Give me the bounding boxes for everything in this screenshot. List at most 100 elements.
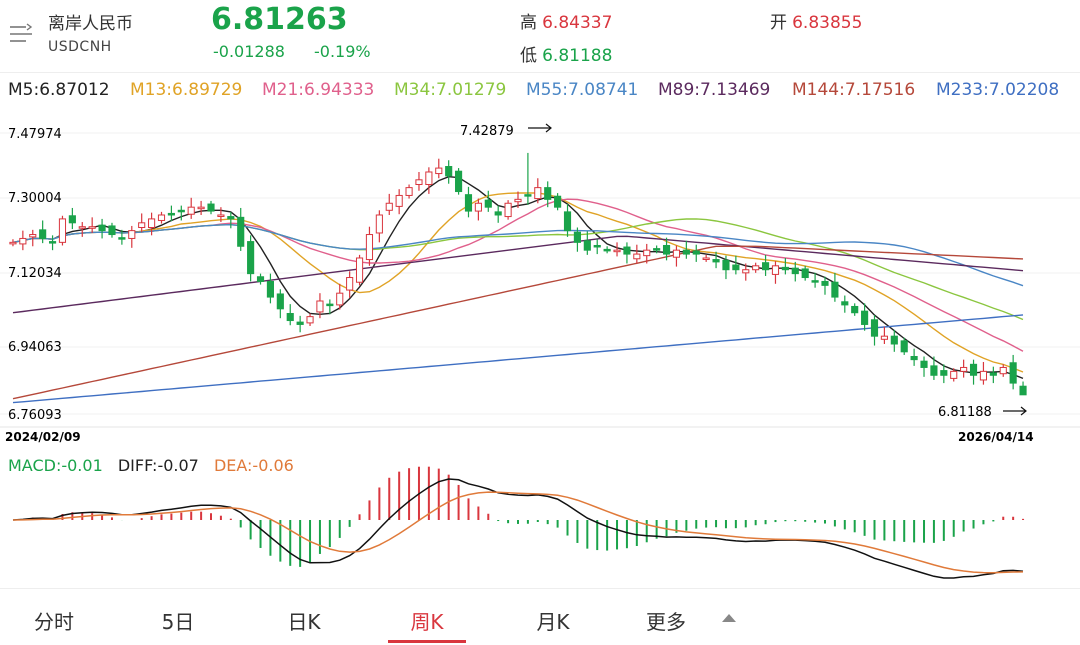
y-tick-label: 7.12034 [8,266,62,281]
candle-body [653,248,661,251]
candle-body [346,277,354,291]
candle-body [999,366,1007,375]
candle-body [48,241,57,244]
candle-body [752,265,760,271]
candle-body [960,366,968,372]
candle-body [791,267,799,275]
tab-5-day[interactable]: 5日 [161,610,195,634]
diff-value: DIFF:-0.07 [117,456,199,475]
candle-body [336,292,344,306]
candle-body [138,222,146,229]
candle-body [841,301,849,306]
y-tick-label: 6.76093 [8,408,62,423]
candle-body [989,372,997,376]
ma-label: M5:6.87012 [8,80,110,100]
candle-body [1009,362,1017,384]
tab-intraday[interactable]: 分时 [34,610,74,634]
tab-daily-k[interactable]: 日K [287,610,321,634]
candle-body [286,313,294,322]
candle-body [375,214,383,234]
moving-average-legend: M5:6.87012 M13:6.89729 M21:6.94333 M34:7… [0,80,1080,106]
candle-body [118,237,126,240]
candle-body [474,202,482,212]
ma-line-m144 [12,245,1024,400]
candle-body [781,266,789,271]
candle-body [187,206,195,215]
candle-body [940,370,948,376]
macd-chart[interactable] [0,452,1080,586]
candle-body [68,215,76,224]
candle-body [643,249,651,257]
candle-body [128,230,136,239]
candlestick-chart[interactable]: 7.47974 7.30004 7.12034 6.94063 6.76093 … [0,114,1080,444]
candle-body [494,211,502,216]
candle-body [563,211,572,232]
diff-line [12,478,1024,579]
candle-body [544,187,552,200]
candle-body [484,199,492,208]
candle-body [573,231,581,243]
candle-body [266,280,274,298]
open-value: 6.83855 [792,13,863,33]
high-annotation: 7.42879 [460,124,514,139]
ma-label: M34:7.01279 [394,80,507,100]
macd-legend: MACD:-0.01 DIFF:-0.07 DEA:-0.06 [8,456,304,475]
macd-value: MACD:-0.01 [8,456,103,475]
candle-body [1019,385,1027,396]
candle-body [554,195,562,208]
candle-body [623,246,631,255]
candle-body [861,310,869,325]
candle-body [425,171,433,186]
header-divider [0,72,1080,73]
arrow-right-icon [1003,406,1027,416]
price-change-percent: -0.19% [314,42,371,61]
candle-body [692,250,700,255]
candle-body [39,229,47,239]
ma-line-m89 [12,235,1024,314]
candle-body [157,214,166,221]
candle-body [831,281,839,298]
tabs-divider [0,588,1080,589]
ma-label: M144:7.17516 [792,80,916,100]
high-value: 6.84337 [542,13,613,33]
candle-body [662,244,671,255]
candle-body [464,194,473,212]
candle-body [355,257,364,283]
candle-body [385,202,393,211]
candle-body [742,269,750,274]
start-date-label: 2024/02/09 [5,430,81,444]
candle-body [603,248,611,252]
candle-body [732,264,740,271]
caret-up-icon[interactable] [722,614,736,622]
last-price: 6.81263 [211,2,348,37]
tab-monthly-k[interactable]: 月K [536,610,570,634]
candle-body [296,321,304,325]
candle-body [890,335,898,345]
ma-line-m55 [12,223,1024,287]
candle-body [88,226,96,229]
candle-body [851,305,859,314]
candle-body [821,280,829,286]
candle-body [9,241,17,245]
candle-body [583,240,591,251]
candle-body [633,253,641,260]
candle-body [900,340,908,353]
instrument-name: 离岸人民币 [48,14,133,34]
candle-body [722,259,730,271]
ma-label: M21:6.94333 [262,80,375,100]
tab-more[interactable]: 更多 [646,610,686,634]
period-tab-bar: 分时 5日 日K 周K 月K 更多 [0,592,1080,645]
candle-body [306,316,314,324]
open-stat: 开 6.83855 [770,8,862,33]
tab-weekly-k[interactable]: 周K [410,610,444,634]
candle-body [534,187,542,200]
dea-value: DEA:-0.06 [213,456,294,475]
dea-line [12,491,1024,574]
candle-body [771,265,780,275]
ma-label: M233:7.02208 [936,80,1060,100]
instrument-code: USDCNH [48,39,112,55]
y-tick-label: 7.30004 [8,191,62,206]
high-label: 高 [520,13,537,33]
quote-header: 离岸人民币 USDCNH 6.81263 -0.01288 -0.19% 高 6… [0,0,1080,72]
menu-lines-icon[interactable] [8,22,34,46]
